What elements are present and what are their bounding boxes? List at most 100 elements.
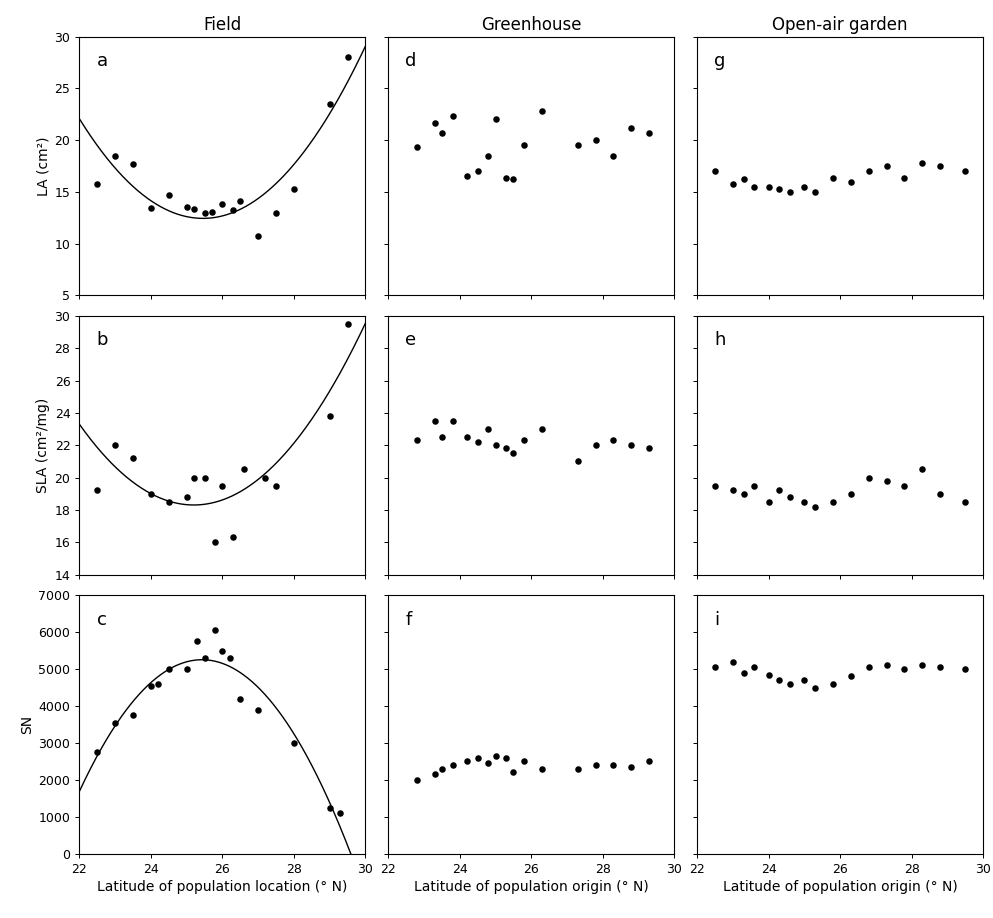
Point — [427, 116, 443, 130]
Point — [445, 757, 461, 772]
Point — [516, 138, 532, 152]
Point — [725, 655, 741, 669]
Text: c: c — [96, 610, 106, 629]
X-axis label: Latitude of population origin (° N): Latitude of population origin (° N) — [723, 880, 957, 894]
Point — [641, 442, 657, 456]
Point — [161, 495, 177, 509]
Point — [897, 171, 913, 185]
Point — [161, 662, 177, 677]
Point — [807, 680, 823, 695]
Point — [197, 206, 213, 220]
Point — [761, 179, 777, 194]
Point — [957, 163, 973, 178]
Point — [747, 179, 763, 194]
Point — [782, 185, 798, 199]
Point — [232, 691, 248, 706]
Point — [107, 149, 123, 163]
Point — [624, 759, 639, 774]
Point — [434, 430, 450, 444]
Point — [736, 666, 752, 680]
Point — [340, 317, 355, 331]
Point — [186, 202, 202, 217]
Text: e: e — [405, 331, 416, 350]
Point — [624, 120, 639, 135]
Point — [89, 744, 105, 759]
Point — [470, 750, 486, 765]
Point — [322, 96, 338, 111]
Point — [641, 754, 657, 768]
Point — [861, 470, 877, 485]
Point — [505, 172, 521, 186]
Text: i: i — [714, 610, 719, 629]
Point — [879, 159, 895, 174]
Point — [89, 483, 105, 498]
Point — [796, 495, 812, 509]
Point — [481, 149, 496, 163]
Point — [214, 644, 230, 658]
Point — [470, 434, 486, 449]
Point — [796, 673, 812, 688]
Point — [505, 446, 521, 461]
Point — [481, 421, 496, 436]
Point — [225, 203, 241, 218]
Point — [915, 658, 930, 673]
Point — [197, 470, 213, 485]
Point — [782, 677, 798, 691]
Point — [459, 754, 475, 768]
Text: b: b — [96, 331, 108, 350]
Point — [624, 438, 639, 453]
Point — [725, 483, 741, 498]
Text: f: f — [405, 610, 412, 629]
Point — [957, 495, 973, 509]
Point — [236, 462, 252, 476]
X-axis label: Latitude of population origin (° N): Latitude of population origin (° N) — [414, 880, 648, 894]
Point — [588, 438, 604, 453]
Point — [843, 174, 859, 189]
Point — [807, 499, 823, 514]
Point — [107, 715, 123, 730]
Point — [150, 677, 166, 691]
Point — [707, 163, 723, 178]
Point — [232, 194, 248, 208]
Point — [736, 487, 752, 501]
Point — [498, 750, 514, 765]
Point — [268, 478, 284, 493]
Point — [179, 489, 195, 504]
Point — [915, 155, 930, 170]
Point — [879, 474, 895, 488]
Point — [570, 138, 586, 152]
Point — [179, 200, 195, 215]
Point — [879, 658, 895, 673]
Point — [570, 761, 586, 776]
Y-axis label: LA (cm²): LA (cm²) — [37, 136, 51, 196]
Point — [322, 409, 338, 423]
Point — [221, 651, 237, 666]
Point — [843, 669, 859, 684]
Point — [125, 708, 141, 722]
Point — [932, 487, 948, 501]
Text: a: a — [96, 52, 107, 71]
Point — [204, 204, 219, 218]
Point — [843, 487, 859, 501]
Y-axis label: SN: SN — [20, 715, 34, 734]
Point — [488, 438, 503, 453]
Point — [505, 765, 521, 779]
Point — [214, 197, 230, 212]
Point — [340, 50, 355, 65]
Point — [606, 149, 622, 163]
Point — [409, 773, 425, 788]
Text: d: d — [405, 52, 417, 71]
Point — [197, 651, 213, 666]
Point — [445, 414, 461, 429]
Point — [488, 748, 503, 763]
Point — [257, 470, 273, 485]
Point — [825, 495, 841, 509]
Point — [957, 662, 973, 677]
Point — [498, 442, 514, 456]
Point — [606, 433, 622, 448]
Point — [225, 530, 241, 544]
Point — [250, 702, 266, 717]
Point — [459, 430, 475, 444]
Point — [861, 163, 877, 178]
Point — [825, 171, 841, 185]
